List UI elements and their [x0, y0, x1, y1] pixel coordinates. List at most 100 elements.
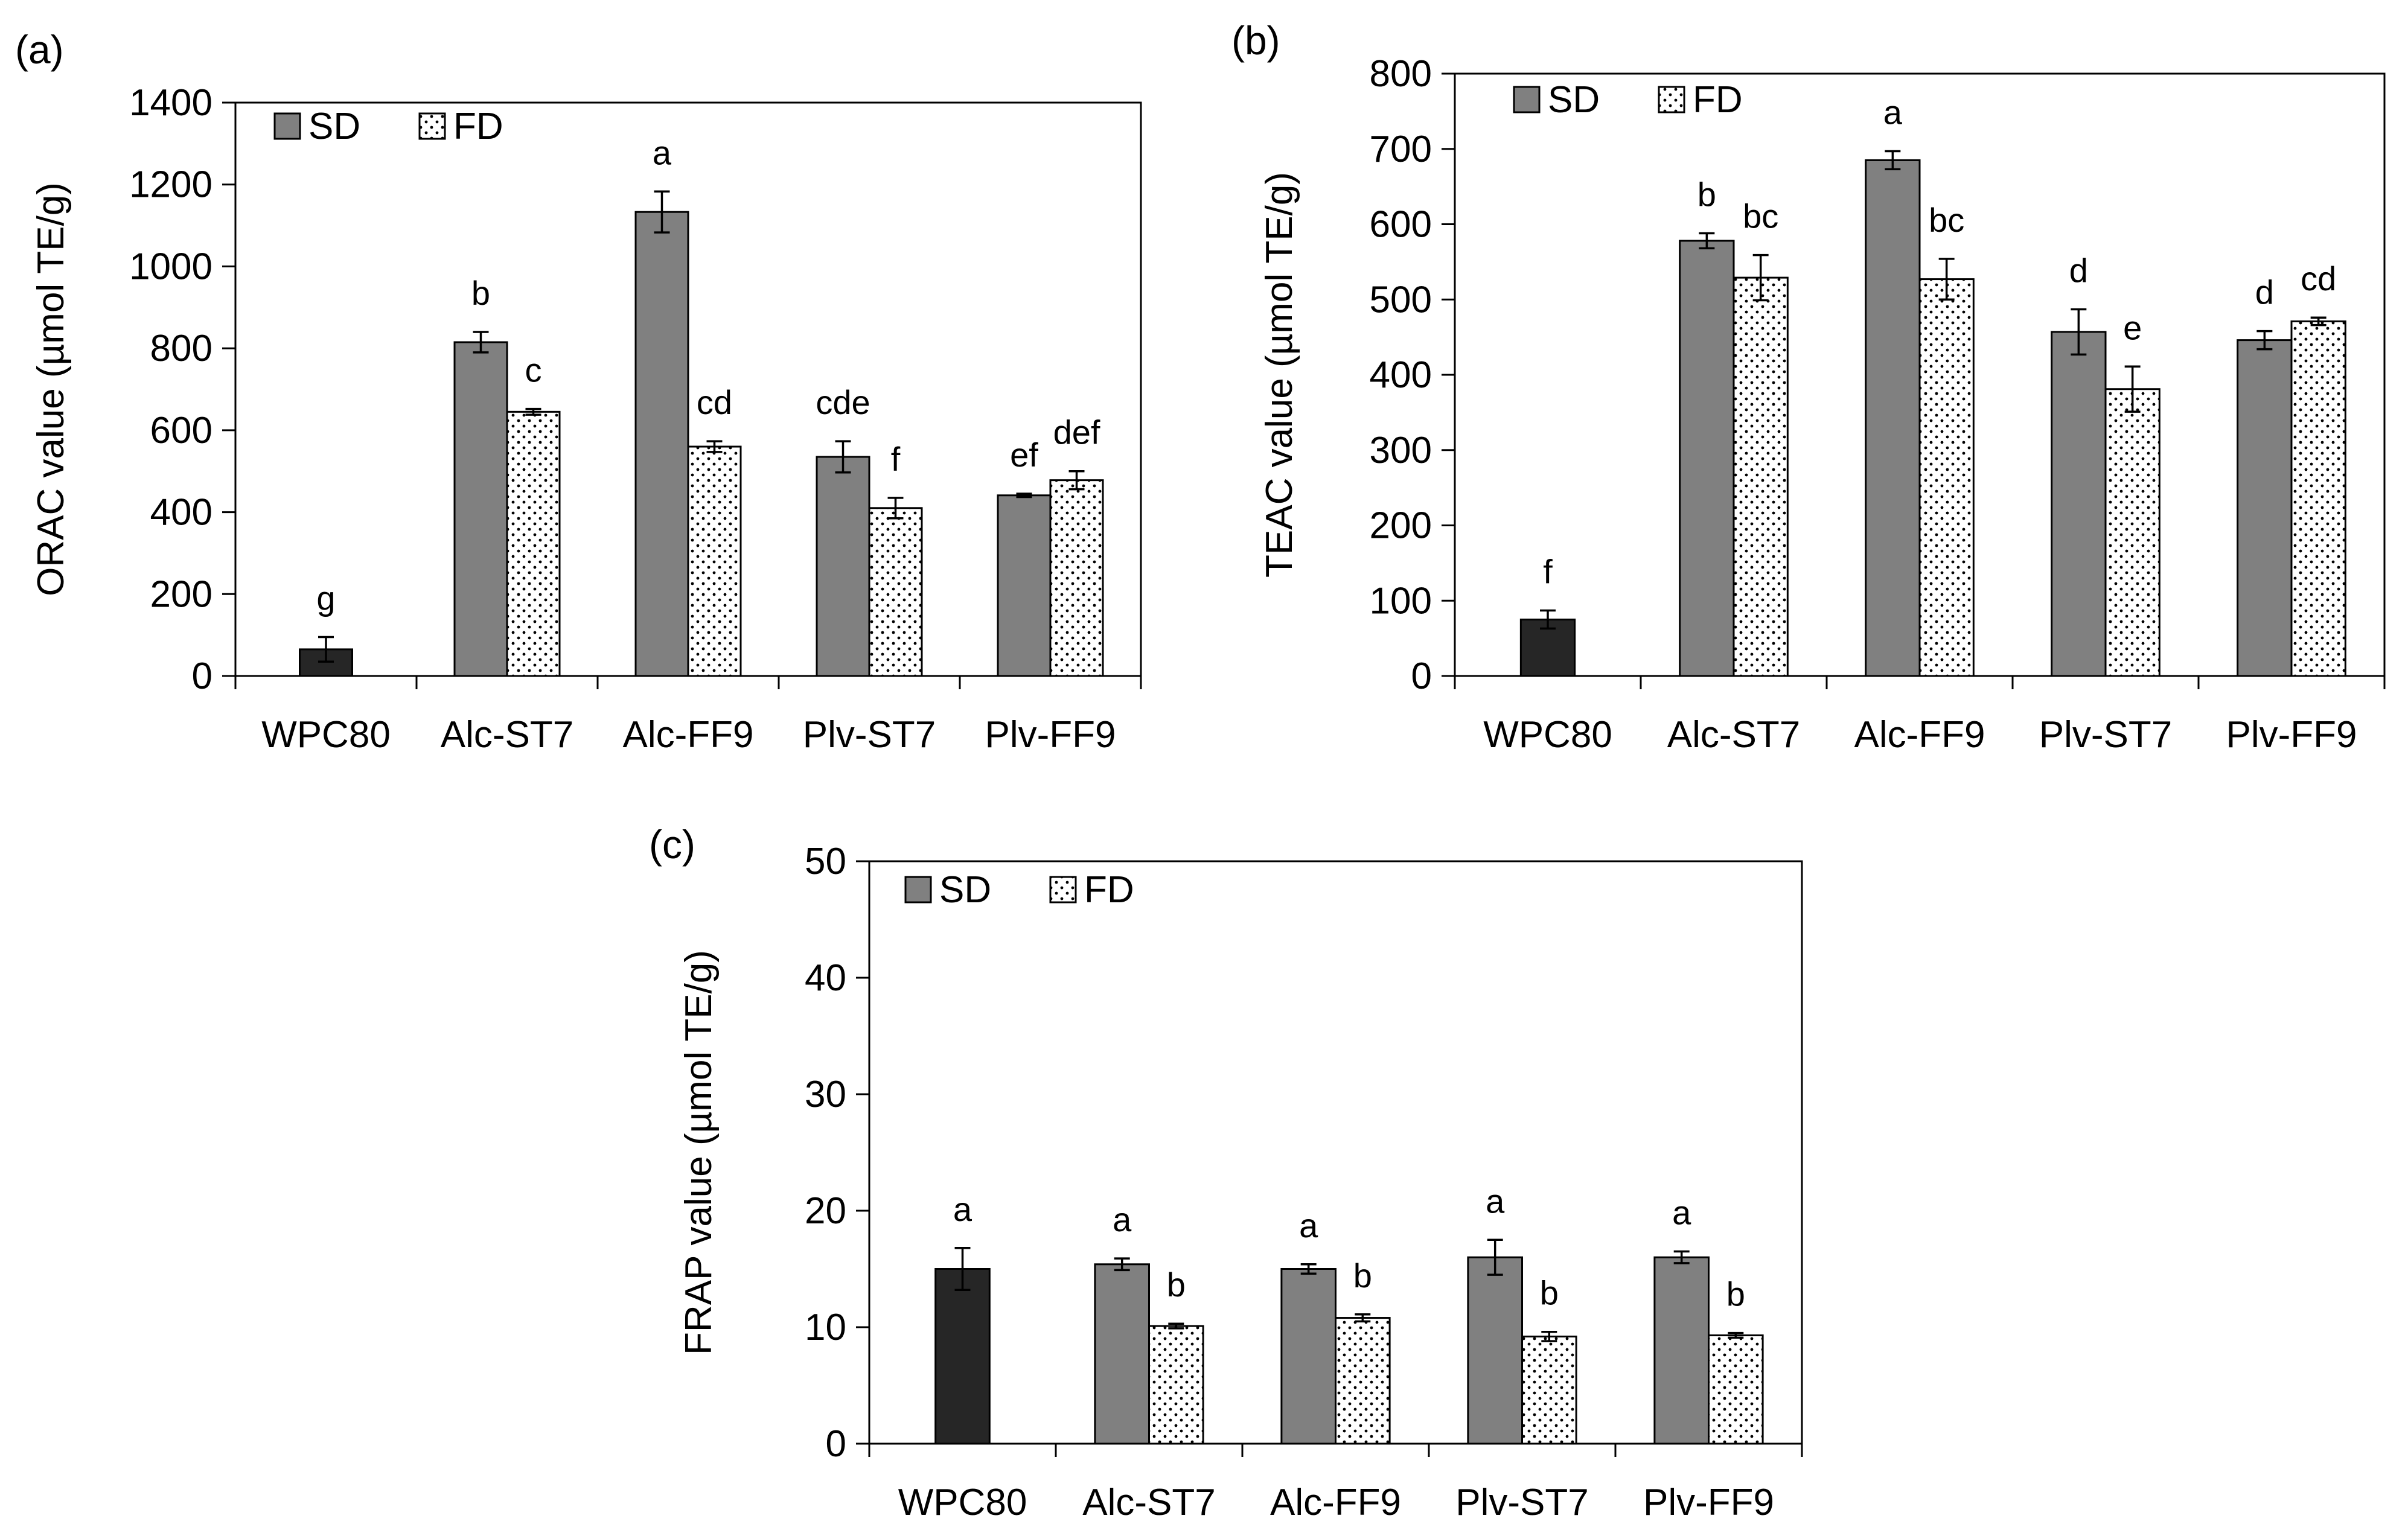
bar-sd-WPC80 — [934, 1268, 991, 1445]
significance-label: f — [891, 440, 901, 478]
x-tick-label: Alc-ST7 — [441, 714, 573, 756]
legend-swatch-fd — [418, 112, 446, 140]
x-tick-label: Alc-ST7 — [1082, 1482, 1215, 1523]
y-tick-label: 30 — [805, 1074, 846, 1115]
legend-swatch-sd — [1513, 86, 1541, 113]
y-tick-label: 1000 — [129, 246, 212, 287]
y-tick-label: 400 — [1370, 354, 1432, 396]
bar-sd-Alc-FF9 — [1865, 159, 1921, 677]
y-tick-label: 10 — [805, 1307, 846, 1348]
y-tick-label: 200 — [150, 573, 212, 615]
x-tick-label: Plv-FF9 — [1643, 1482, 1774, 1523]
panel-label: (a) — [15, 27, 64, 72]
bar-fd-Alc-FF9 — [1918, 278, 1975, 677]
significance-label: a — [653, 133, 672, 171]
bar-fd-Plv-FF9 — [1049, 479, 1104, 677]
bar-fd-Plv-FF9 — [2290, 320, 2346, 677]
bar-sd-Alc-ST7 — [453, 341, 508, 677]
bar-fd-Alc-ST7 — [1148, 1325, 1204, 1445]
significance-label: cd — [2301, 260, 2336, 298]
bar-fd-Plv-FF9 — [1708, 1334, 1764, 1445]
bar-sd-Alc-ST7 — [1094, 1263, 1151, 1445]
y-tick-label: 700 — [1370, 129, 1432, 170]
significance-label: b — [1697, 175, 1716, 213]
chart-panel-a: (a) ORAC value (µmol TE/g) 0 200 400 600 800 10… — [15, 27, 1142, 756]
bar-sd-Plv-ST7 — [816, 456, 870, 677]
x-tick-label: WPC80 — [898, 1482, 1027, 1523]
bar-fd-Alc-FF9 — [1335, 1317, 1391, 1445]
significance-label: e — [2123, 308, 2142, 346]
significance-label: a — [1486, 1182, 1505, 1220]
legend-label-sd: SD — [939, 869, 991, 911]
significance-label: c — [525, 351, 542, 389]
legend-label-sd: SD — [1548, 79, 1600, 121]
y-tick-label: 40 — [805, 957, 846, 999]
chart-panel-b: (b) TEAC value (µmol TE/g) 0 100 200 300 400 50… — [1231, 18, 2386, 756]
x-tick-label: Alc-FF9 — [1854, 714, 1985, 756]
significance-label: b — [1353, 1257, 1372, 1295]
significance-label: a — [953, 1190, 972, 1228]
bar-fd-Alc-ST7 — [506, 410, 561, 677]
bar-fd-Alc-FF9 — [687, 445, 742, 677]
significance-label: cd — [697, 383, 732, 421]
y-tick-label: 600 — [1370, 204, 1432, 246]
y-tick-label: 600 — [150, 410, 212, 451]
bar-sd-Plv-ST7 — [2051, 331, 2107, 677]
panel-label: (c) — [649, 822, 695, 867]
chart-panel-c: (c) FRAP value (µmol TE/g) 0 10 20 30 40 50 WPC8… — [649, 822, 1803, 1523]
panel-label: (b) — [1231, 18, 1280, 63]
y-tick-label: 0 — [826, 1423, 846, 1465]
x-tick-label: WPC80 — [1483, 714, 1612, 756]
y-tick-label: 0 — [1411, 655, 1432, 697]
significance-label: a — [1113, 1200, 1132, 1238]
significance-label: d — [2069, 251, 2088, 289]
bar-sd-Alc-ST7 — [1679, 240, 1735, 677]
x-tick-label: Alc-FF9 — [623, 714, 754, 756]
y-tick-label: 800 — [1370, 53, 1432, 95]
bar-sd-Plv-FF9 — [997, 494, 1052, 677]
significance-label: def — [1053, 413, 1100, 451]
legend-label-fd: FD — [1693, 79, 1743, 121]
bar-fd-Plv-ST7 — [1521, 1335, 1577, 1445]
bar-fd-Alc-ST7 — [1733, 276, 1789, 677]
legend-swatch-sd — [273, 112, 301, 140]
significance-label: b — [471, 274, 490, 312]
significance-label: cde — [816, 383, 870, 421]
significance-label: a — [1883, 93, 1903, 131]
bar-sd-Plv-FF9 — [2237, 339, 2293, 677]
significance-label: a — [1299, 1206, 1318, 1245]
x-tick-label: Plv-ST7 — [1455, 1482, 1588, 1523]
bar-sd-Alc-FF9 — [634, 211, 689, 677]
y-tick-label: 500 — [1370, 279, 1432, 320]
bar-sd-Plv-FF9 — [1653, 1256, 1710, 1445]
significance-label: f — [1543, 552, 1553, 590]
legend-label-fd: FD — [453, 106, 503, 147]
x-tick-label: Plv-FF9 — [985, 714, 1116, 756]
legend-label-fd: FD — [1084, 869, 1134, 911]
y-tick-label: 50 — [805, 841, 846, 882]
x-tick-label: Plv-ST7 — [2039, 714, 2172, 756]
significance-label: ef — [1010, 436, 1038, 474]
legend-label-sd: SD — [308, 106, 360, 147]
bar-fd-Plv-ST7 — [2104, 388, 2160, 677]
x-tick-label: Plv-FF9 — [2226, 714, 2357, 756]
y-tick-label: 200 — [1370, 505, 1432, 547]
x-tick-label: WPC80 — [261, 714, 391, 756]
y-tick-label: 800 — [150, 328, 212, 369]
y-tick-label: 1400 — [129, 82, 212, 124]
y-tick-label: 20 — [805, 1190, 846, 1232]
y-tick-label: 100 — [1370, 580, 1432, 622]
significance-label: a — [1672, 1194, 1691, 1232]
legend-swatch-fd — [1049, 876, 1077, 904]
x-tick-label: Alc-FF9 — [1270, 1482, 1401, 1523]
significance-label: d — [2255, 273, 2274, 311]
significance-label: bc — [1743, 197, 1778, 235]
y-tick-label: 400 — [150, 492, 212, 534]
significance-label: g — [316, 579, 335, 617]
significance-label: bc — [1929, 201, 1964, 239]
y-tick-label: 300 — [1370, 430, 1432, 471]
significance-label: b — [1540, 1274, 1559, 1312]
bar-sd-Plv-ST7 — [1467, 1256, 1523, 1445]
x-tick-label: Plv-ST7 — [803, 714, 936, 756]
y-tick-label: 0 — [192, 655, 212, 697]
